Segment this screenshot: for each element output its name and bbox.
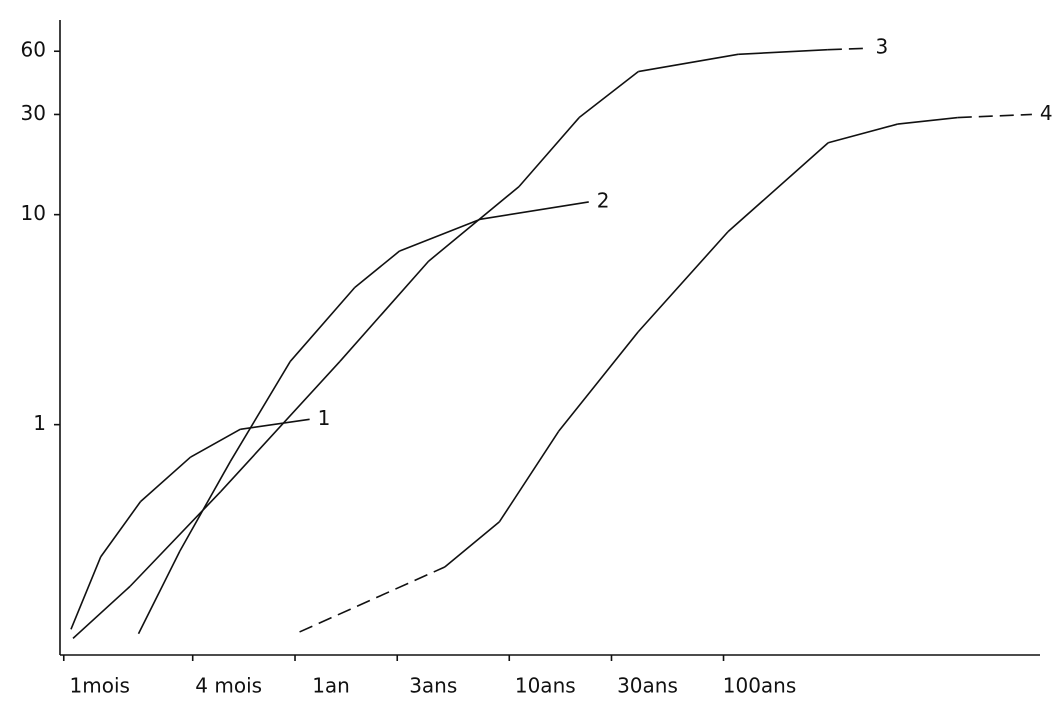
line-segment [479, 201, 589, 221]
x-tick-label: 3ans [409, 674, 457, 698]
line-segment [827, 123, 898, 144]
line-segment [498, 430, 560, 523]
line-segment [220, 360, 341, 493]
line-segment [137, 550, 181, 635]
y-tick-label: 10 [21, 201, 46, 225]
line-segment [339, 260, 430, 362]
dashed-segment [827, 47, 868, 51]
series-label: 3 [876, 35, 889, 59]
line-segment [289, 286, 356, 362]
series-label: 4 [1040, 101, 1052, 125]
line-segment [229, 361, 291, 462]
series-label: 2 [597, 188, 610, 212]
dashed-segment [299, 566, 446, 633]
line-segment [129, 491, 222, 587]
line-segment [399, 218, 481, 252]
line-segment [897, 116, 958, 125]
line-segment [190, 428, 241, 458]
line-segment [578, 70, 639, 119]
dashed-segment [957, 113, 1032, 119]
x-tick-label: 100ans [723, 674, 797, 698]
line-segment [738, 48, 828, 56]
y-tick-label: 1 [33, 411, 46, 435]
x-tick-label: 30ans [617, 674, 678, 698]
line-segment [428, 185, 520, 262]
y-tick-label: 60 [21, 38, 46, 62]
line-segment [444, 521, 500, 568]
line-segment [72, 585, 131, 639]
series-label: 1 [318, 406, 331, 430]
x-tick-label: 4 mois [195, 674, 262, 698]
line-segment [727, 142, 829, 233]
line-segment [240, 418, 310, 431]
line-segment [139, 456, 191, 503]
line-segment [518, 117, 580, 188]
line-segment [179, 460, 232, 552]
line-segment [558, 331, 639, 432]
line-segment [100, 501, 142, 558]
x-tick-label: 1an [312, 674, 350, 698]
x-tick-label: 10ans [515, 674, 576, 698]
line-segment [638, 53, 739, 73]
line-segment [637, 231, 729, 333]
y-tick-label: 30 [21, 101, 46, 125]
line-segment [354, 250, 400, 289]
x-tick-label: 1mois [70, 674, 130, 698]
line-segment [70, 556, 102, 630]
